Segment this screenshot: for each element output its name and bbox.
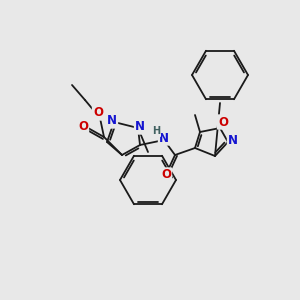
Text: N: N: [159, 131, 169, 145]
Text: H: H: [152, 126, 160, 136]
Text: N: N: [228, 134, 238, 148]
Text: N: N: [107, 115, 117, 128]
Text: O: O: [78, 121, 88, 134]
Text: N: N: [135, 121, 145, 134]
Text: O: O: [161, 169, 171, 182]
Text: O: O: [93, 106, 103, 119]
Text: O: O: [218, 116, 228, 128]
